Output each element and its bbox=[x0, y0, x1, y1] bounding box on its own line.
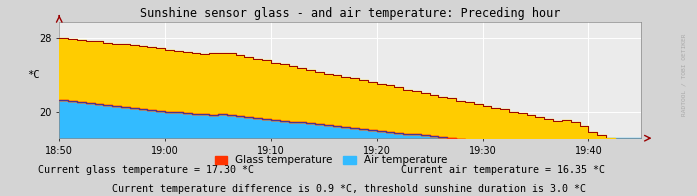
Text: Current glass temperature = 17.30 *C: Current glass temperature = 17.30 *C bbox=[38, 165, 254, 175]
Text: Current temperature difference is 0.9 *C, threshold sunshine duration is 3.0 *C: Current temperature difference is 0.9 *C… bbox=[112, 184, 585, 194]
Text: RADTOOL / TOBI OETIKER: RADTOOL / TOBI OETIKER bbox=[682, 33, 687, 116]
Y-axis label: *C: *C bbox=[27, 70, 40, 80]
Legend: Glass temperature, Air temperature: Glass temperature, Air temperature bbox=[210, 151, 452, 170]
Text: Current air temperature = 16.35 *C: Current air temperature = 16.35 *C bbox=[401, 165, 605, 175]
Title: Sunshine sensor glass - and air temperature: Preceding hour: Sunshine sensor glass - and air temperat… bbox=[140, 7, 560, 20]
